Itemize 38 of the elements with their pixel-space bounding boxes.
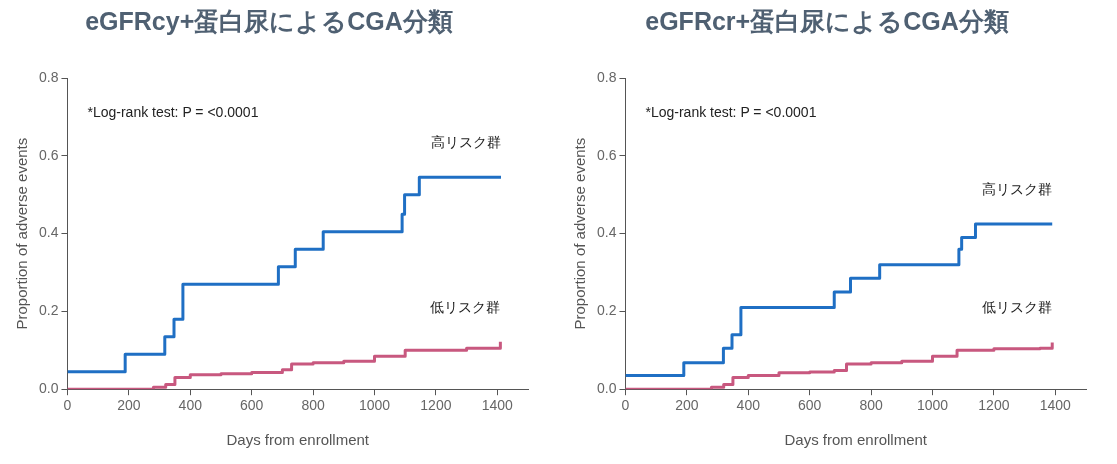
x-tick-label: 1400: [481, 397, 514, 414]
y-tick-label: 0.6: [38, 146, 59, 163]
series-label: 低リスク群: [982, 299, 1053, 316]
y-tick-label: 0.2: [38, 302, 59, 319]
x-tick-label: 1200: [978, 397, 1010, 414]
x-tick-label: 400: [736, 397, 761, 414]
chart-title: eGFRcy+蛋白尿によるCGA分類: [85, 6, 453, 35]
x-tick-label: 1400: [1039, 397, 1072, 414]
x-axis-title: Days from enrollment: [784, 431, 928, 449]
x-tick-label: 600: [798, 397, 822, 414]
y-tick-label: 0.4: [596, 224, 617, 241]
chart-title: eGFRcr+蛋白尿によるCGA分類: [645, 6, 1009, 35]
x-tick-label: 0: [63, 397, 72, 414]
annotation: *Log-rank test: P = <0.0001: [87, 103, 259, 120]
y-tick-label: 0.6: [596, 146, 617, 163]
y-axis-title: Proportion of adverse events: [571, 137, 589, 330]
x-tick-label: 200: [117, 397, 141, 414]
x-tick-label: 400: [178, 397, 203, 414]
x-tick-label: 600: [240, 397, 264, 414]
y-tick-label: 0.2: [596, 302, 617, 319]
y-tick-label: 0.0: [38, 380, 59, 397]
annotation: *Log-rank test: P = <0.0001: [645, 103, 817, 120]
x-tick-label: 200: [675, 397, 699, 414]
x-tick-label: 1200: [420, 397, 452, 414]
y-tick-label: 0.4: [38, 224, 59, 241]
x-tick-label: 1000: [358, 397, 391, 414]
y-tick-label: 0.8: [38, 68, 59, 85]
series-label: 低リスク群: [430, 298, 501, 315]
series-label: 高リスク群: [982, 180, 1053, 197]
x-tick-label: 800: [859, 397, 883, 414]
x-tick-label: 800: [301, 397, 325, 414]
x-tick-label: 0: [621, 397, 630, 414]
y-tick-label: 0.8: [596, 68, 617, 85]
y-axis-title: Proportion of adverse events: [13, 137, 31, 330]
y-tick-label: 0.0: [596, 380, 617, 397]
x-tick-label: 1000: [916, 397, 949, 414]
x-axis-title: Days from enrollment: [226, 431, 370, 449]
series-label: 高リスク群: [430, 134, 501, 151]
